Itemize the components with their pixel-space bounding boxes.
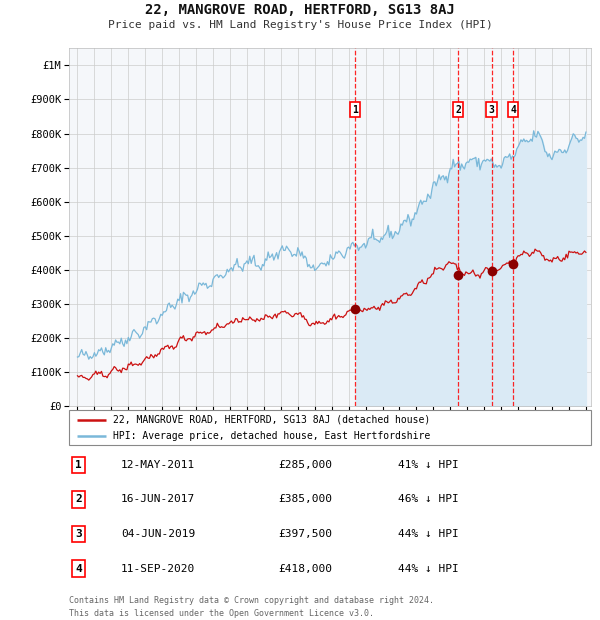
FancyBboxPatch shape — [69, 410, 591, 445]
Text: 22, MANGROVE ROAD, HERTFORD, SG13 8AJ (detached house): 22, MANGROVE ROAD, HERTFORD, SG13 8AJ (d… — [113, 415, 431, 425]
Text: 22, MANGROVE ROAD, HERTFORD, SG13 8AJ: 22, MANGROVE ROAD, HERTFORD, SG13 8AJ — [145, 3, 455, 17]
Text: 16-JUN-2017: 16-JUN-2017 — [121, 495, 196, 505]
Text: HPI: Average price, detached house, East Hertfordshire: HPI: Average price, detached house, East… — [113, 431, 431, 441]
Text: £397,500: £397,500 — [278, 529, 332, 539]
Text: 44% ↓ HPI: 44% ↓ HPI — [398, 529, 458, 539]
Text: 1: 1 — [352, 105, 358, 115]
Text: 12-MAY-2011: 12-MAY-2011 — [121, 460, 196, 470]
Text: 2: 2 — [75, 495, 82, 505]
Text: 2: 2 — [455, 105, 461, 115]
Text: 3: 3 — [488, 105, 494, 115]
Text: Contains HM Land Registry data © Crown copyright and database right 2024.: Contains HM Land Registry data © Crown c… — [69, 596, 434, 606]
Text: 46% ↓ HPI: 46% ↓ HPI — [398, 495, 458, 505]
Text: £385,000: £385,000 — [278, 495, 332, 505]
Text: 4: 4 — [510, 105, 516, 115]
Text: £418,000: £418,000 — [278, 564, 332, 574]
Text: 11-SEP-2020: 11-SEP-2020 — [121, 564, 196, 574]
Text: 44% ↓ HPI: 44% ↓ HPI — [398, 564, 458, 574]
Text: 41% ↓ HPI: 41% ↓ HPI — [398, 460, 458, 470]
Text: 04-JUN-2019: 04-JUN-2019 — [121, 529, 196, 539]
Text: Price paid vs. HM Land Registry's House Price Index (HPI): Price paid vs. HM Land Registry's House … — [107, 20, 493, 30]
Text: 4: 4 — [75, 564, 82, 574]
Text: This data is licensed under the Open Government Licence v3.0.: This data is licensed under the Open Gov… — [69, 609, 374, 618]
Text: £285,000: £285,000 — [278, 460, 332, 470]
Text: 1: 1 — [75, 460, 82, 470]
Text: 3: 3 — [75, 529, 82, 539]
